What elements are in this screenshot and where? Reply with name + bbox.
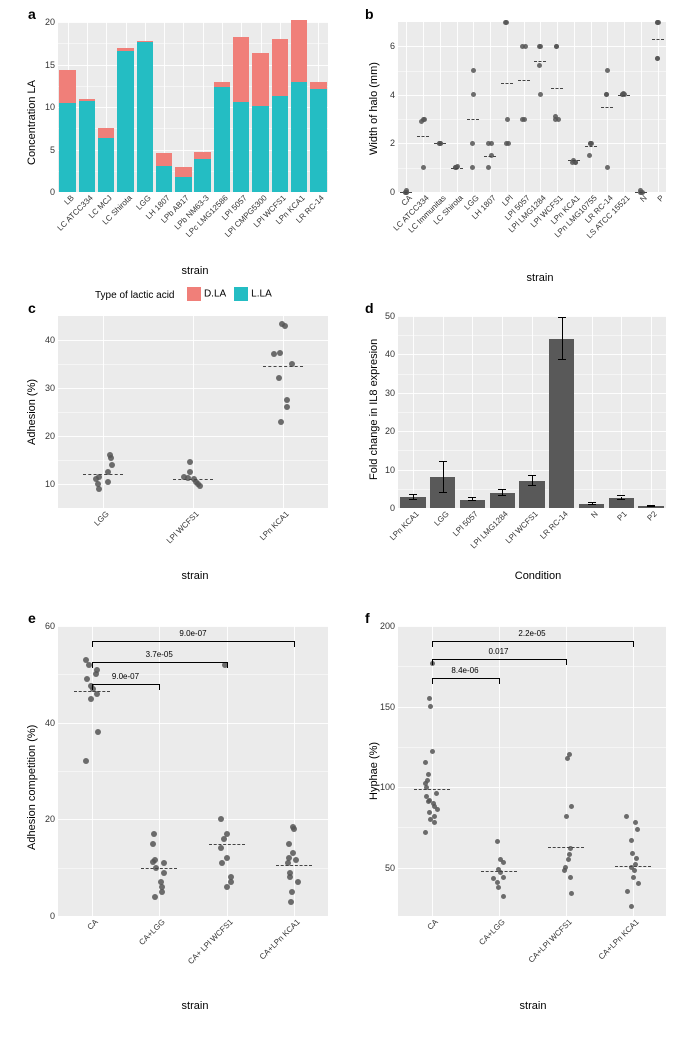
- panel-d-xtitle: Condition: [498, 570, 578, 582]
- panel-b-plot: 0246CALC ATCC334LC ImmunitasLC ShirotaLG…: [398, 22, 666, 192]
- panel-d-label: d: [365, 300, 374, 316]
- legend-title: Type of lactic acid: [95, 290, 174, 301]
- panel-a-plot: 05101520LBLC ATCC334LC MCJLC ShirotaLGGL…: [58, 22, 328, 192]
- panel-c-xtitle: strain: [160, 570, 230, 582]
- panel-b-ytitle: Width of halo (mm): [368, 62, 380, 155]
- panel-c-ytitle: Adhesion (%): [26, 379, 38, 445]
- panel-c-plot: 10203040LGGLPl WCFS1LPn KCA1: [58, 316, 328, 508]
- panel-c-label: c: [28, 300, 36, 316]
- panel-f-ytitle: Hyphae (%): [368, 742, 380, 800]
- panel-a-label: a: [28, 6, 36, 22]
- panel-d-ytitle: Fold change in IL8 expresion: [368, 339, 380, 480]
- panel-f-plot: 50100150200CACA+LGGCA+LPl WCFS1CA+LPn KC…: [398, 626, 666, 916]
- panel-e-ytitle: Adhesion competition (%): [26, 725, 38, 850]
- panel-a-ytitle: Concentration LA: [26, 80, 38, 165]
- panel-d-plot: 01020304050LPn KCA1LGGLPl 5057LPl LMG128…: [398, 316, 666, 508]
- panel-e-plot: 0204060CACA+LGGCA+ LPl WCFS1CA+LPn KCA19…: [58, 626, 328, 916]
- panel-e-label: e: [28, 610, 36, 626]
- panel-e-xtitle: strain: [160, 1000, 230, 1012]
- panel-b-xtitle: strain: [505, 272, 575, 284]
- legend-a: Type of lactic acid D.LAL.LA: [95, 285, 272, 303]
- panel-a-xtitle: strain: [160, 265, 230, 277]
- panel-f-xtitle: strain: [498, 1000, 568, 1012]
- panel-f-label: f: [365, 610, 370, 626]
- panel-b-label: b: [365, 6, 374, 22]
